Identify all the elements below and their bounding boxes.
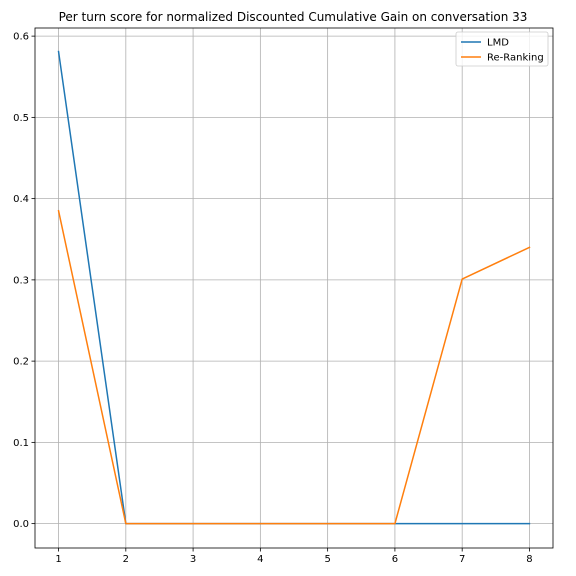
x-tick-label: 5 [324,554,330,565]
plot-area-frame [34,27,554,549]
x-tick-label: 2 [123,554,129,565]
y-tick-label: 0.5 [13,113,29,124]
series-line-re-ranking [57,209,531,525]
y-tick-label: 0.4 [13,194,29,205]
x-tick-label: 3 [190,554,196,565]
y-tick-label: 0.3 [13,275,29,286]
legend-label: Re-Ranking [487,53,544,64]
chart-title: Per turn score for normalized Discounted… [59,10,528,24]
y-tick-label: 0.0 [13,519,29,530]
x-tick-label: 4 [257,554,263,565]
legend: LMD Re-Ranking [455,31,549,67]
series-lines [57,50,531,525]
x-tick-label: 8 [526,554,532,565]
y-tick-label: 0.2 [13,357,29,368]
x-tick-label: 1 [55,554,61,565]
grid-lines [35,28,553,548]
x-tick-label: 6 [392,554,398,565]
x-tick-label: 7 [459,554,465,565]
x-axis: 1 2 3 4 5 6 7 8 [55,548,533,565]
y-tick-label: 0.6 [13,32,29,43]
y-axis: 0.0 0.1 0.2 0.3 0.4 0.5 0.6 [13,32,35,530]
y-tick-label: 0.1 [13,438,29,449]
legend-label: LMD [487,38,509,49]
